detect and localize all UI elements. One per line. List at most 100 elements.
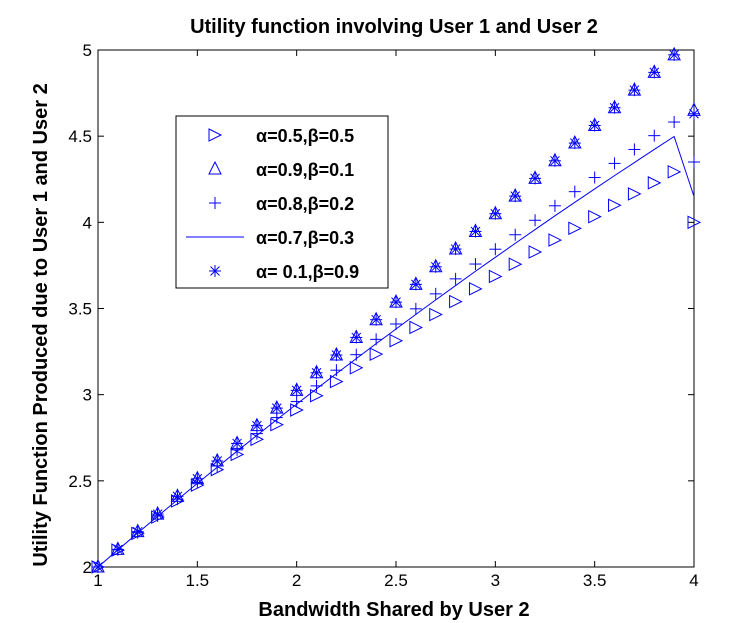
series-5 xyxy=(92,48,700,573)
x-tick-label: 3.5 xyxy=(583,571,607,590)
data-point xyxy=(350,331,363,344)
data-point xyxy=(508,257,523,272)
data-point xyxy=(369,347,384,361)
x-tick-label: 2 xyxy=(292,571,301,590)
data-point xyxy=(688,107,700,120)
legend-item: α=0.9,β=0.1 xyxy=(208,160,354,180)
x-tick-label: 3 xyxy=(491,571,500,590)
data-point xyxy=(588,209,602,224)
data-point xyxy=(330,349,343,362)
data-point xyxy=(349,360,364,375)
data-point xyxy=(469,225,482,238)
data-point xyxy=(627,187,642,201)
data-point xyxy=(310,388,324,403)
y-tick-label: 2 xyxy=(83,558,92,577)
data-point xyxy=(409,302,422,315)
data-point xyxy=(231,437,244,450)
data-point xyxy=(389,333,404,348)
data-point xyxy=(628,84,641,97)
chart-title: Utility function involving User 1 and Us… xyxy=(190,16,598,38)
data-point xyxy=(449,294,463,309)
y-tick-label: 2.5 xyxy=(68,472,92,491)
y-tick-label: 4.5 xyxy=(68,127,92,146)
legend-item: α=0.8,β=0.2 xyxy=(209,194,354,214)
data-point xyxy=(667,165,682,179)
data-point xyxy=(409,320,423,335)
data-point xyxy=(208,160,222,175)
data-point xyxy=(329,374,344,389)
data-point xyxy=(409,278,422,291)
data-point xyxy=(489,207,502,220)
data-point xyxy=(469,258,482,271)
legend-item: α= 0.1,β=0.9 xyxy=(209,262,359,282)
data-point xyxy=(370,313,383,326)
legend-item: α=0.5,β=0.5 xyxy=(208,126,354,146)
data-point xyxy=(310,366,323,379)
data-point xyxy=(548,154,561,167)
data-point xyxy=(528,245,543,259)
data-point xyxy=(111,543,124,556)
x-tick-label: 4 xyxy=(689,571,698,590)
legend: α=0.5,β=0.5 α=0.9,β=0.1 α=0.8,β=0.2 α=0.7,β… xyxy=(175,115,389,289)
y-tick-label: 4 xyxy=(83,213,92,232)
data-point xyxy=(171,490,184,503)
x-axis-label: Bandwidth Shared by User 2 xyxy=(258,599,529,621)
y-tick-label: 3 xyxy=(83,386,92,405)
data-point xyxy=(429,307,443,322)
data-point xyxy=(151,508,164,521)
data-point xyxy=(529,172,542,185)
data-point xyxy=(529,214,542,227)
data-point xyxy=(250,419,263,432)
data-point xyxy=(647,176,662,190)
data-point xyxy=(688,156,700,169)
legend-label: α=0.8,β=0.2 xyxy=(256,194,354,214)
data-point xyxy=(449,272,462,285)
x-tick-label: 1 xyxy=(93,571,102,590)
data-point xyxy=(548,199,561,212)
x-tick-label: 1.5 xyxy=(186,571,210,590)
data-point xyxy=(488,269,503,284)
data-point xyxy=(509,190,522,203)
y-tick-label: 3.5 xyxy=(68,300,92,319)
data-point xyxy=(588,119,601,132)
data-point xyxy=(468,282,483,296)
series-layer xyxy=(91,46,702,574)
data-point xyxy=(92,561,104,573)
data-point xyxy=(687,215,702,230)
legend-label: α=0.5,β=0.5 xyxy=(256,126,354,146)
data-point xyxy=(509,228,522,241)
data-point xyxy=(390,318,402,331)
data-point xyxy=(270,402,283,415)
y-axis-label: Utility Function Produced due to User 1 … xyxy=(30,83,52,566)
x-tick-label: 2.5 xyxy=(384,571,408,590)
data-point xyxy=(608,101,621,114)
data-point xyxy=(648,129,661,142)
legend-label: α= 0.1,β=0.9 xyxy=(256,262,359,282)
data-point xyxy=(209,265,221,277)
legend-item: α=0.7,β=0.3 xyxy=(186,228,354,248)
data-point xyxy=(390,296,402,309)
data-point xyxy=(548,233,563,247)
axis-ticks: 1 1.5 2 2.5 3 3.5 4 2 2.5 3 3.5 4 4.5 5 xyxy=(68,41,698,590)
data-point xyxy=(608,198,622,213)
data-point xyxy=(429,260,442,273)
data-point xyxy=(131,525,144,538)
data-point xyxy=(568,221,582,236)
data-point xyxy=(568,137,581,150)
data-point xyxy=(489,243,502,256)
data-point xyxy=(568,185,581,198)
data-point xyxy=(588,171,601,184)
legend-label: α=0.7,β=0.3 xyxy=(256,228,354,248)
data-point xyxy=(648,66,661,79)
data-point xyxy=(211,455,224,468)
data-point xyxy=(608,157,621,170)
data-point xyxy=(209,197,221,209)
data-point xyxy=(208,128,223,142)
legend-box xyxy=(175,115,389,289)
data-point xyxy=(191,472,204,485)
data-point xyxy=(628,143,641,156)
data-point xyxy=(449,243,462,256)
legend-label: α=0.9,β=0.1 xyxy=(256,160,354,180)
y-tick-label: 5 xyxy=(83,41,92,60)
